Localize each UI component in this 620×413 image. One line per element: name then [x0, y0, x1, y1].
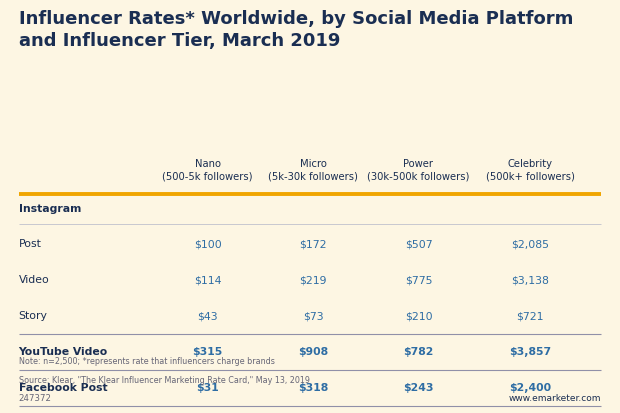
- Text: $100: $100: [194, 240, 221, 249]
- Text: $775: $775: [405, 275, 432, 285]
- Text: $3,138: $3,138: [511, 275, 549, 285]
- Text: $908: $908: [298, 347, 328, 357]
- Text: $507: $507: [405, 240, 432, 249]
- Text: www.emarketer.com: www.emarketer.com: [509, 394, 601, 403]
- Text: Instagram: Instagram: [19, 204, 81, 214]
- Text: YouTube Video: YouTube Video: [19, 347, 108, 357]
- Text: Power
(30k-500k followers): Power (30k-500k followers): [367, 159, 470, 181]
- Text: Source: Klear, "The Klear Influencer Marketing Rate Card," May 13, 2019: Source: Klear, "The Klear Influencer Mar…: [19, 376, 309, 385]
- Text: $114: $114: [194, 275, 221, 285]
- Text: Influencer Rates* Worldwide, by Social Media Platform
and Influencer Tier, March: Influencer Rates* Worldwide, by Social M…: [19, 10, 573, 50]
- Text: $318: $318: [298, 383, 328, 393]
- Text: $721: $721: [516, 311, 544, 321]
- Text: $2,085: $2,085: [511, 240, 549, 249]
- Text: $172: $172: [299, 240, 327, 249]
- Text: $219: $219: [299, 275, 327, 285]
- Text: Video: Video: [19, 275, 50, 285]
- Text: Nano
(500-5k followers): Nano (500-5k followers): [162, 159, 253, 181]
- Text: Celebrity
(500k+ followers): Celebrity (500k+ followers): [485, 159, 575, 181]
- Text: $73: $73: [303, 311, 324, 321]
- Text: Micro
(5k-30k followers): Micro (5k-30k followers): [268, 159, 358, 181]
- Text: Note: n=2,500; *represents rate that influencers charge brands: Note: n=2,500; *represents rate that inf…: [19, 356, 275, 366]
- Text: $31: $31: [197, 383, 219, 393]
- Text: $2,400: $2,400: [509, 383, 551, 393]
- Text: 247372: 247372: [19, 394, 51, 403]
- Text: $3,857: $3,857: [509, 347, 551, 357]
- Text: $43: $43: [197, 311, 218, 321]
- Text: Story: Story: [19, 311, 48, 321]
- Text: $782: $782: [404, 347, 433, 357]
- Text: $315: $315: [193, 347, 223, 357]
- Text: $210: $210: [405, 311, 432, 321]
- Text: $243: $243: [403, 383, 434, 393]
- Text: Facebook Post: Facebook Post: [19, 383, 107, 393]
- Text: Post: Post: [19, 240, 42, 249]
